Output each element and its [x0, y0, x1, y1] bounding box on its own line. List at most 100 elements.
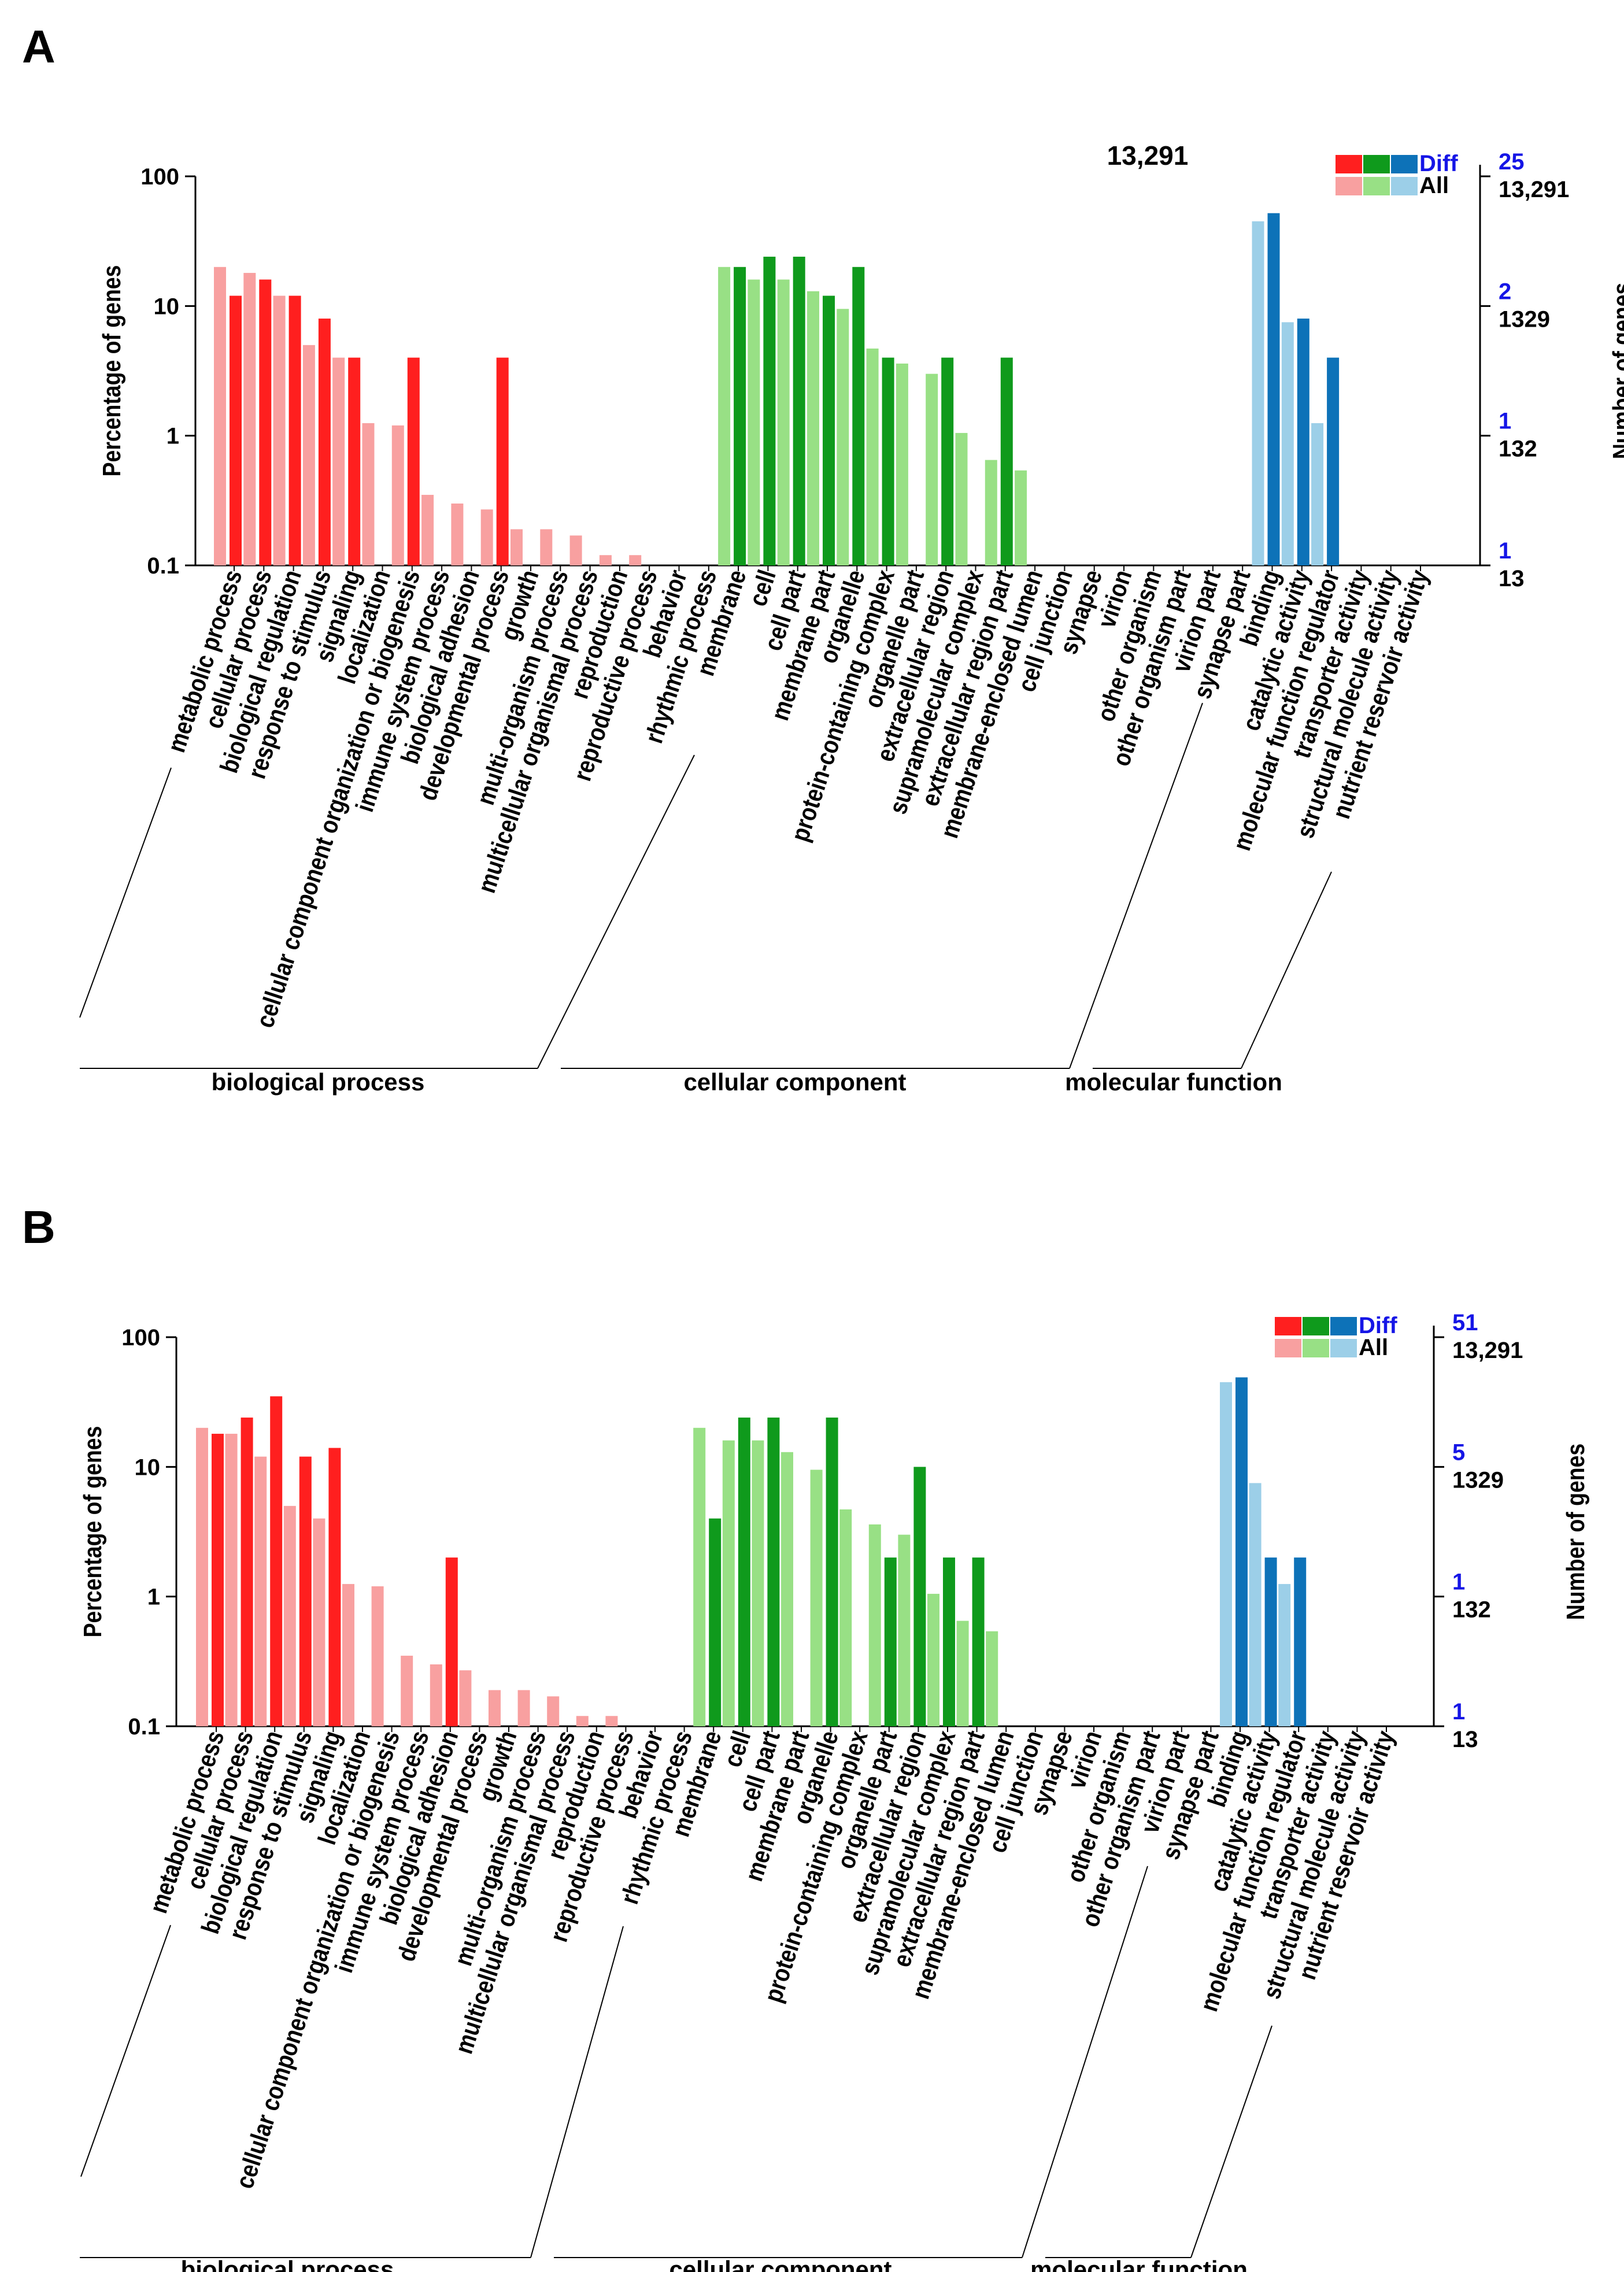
- bar-all: [1220, 1382, 1232, 1726]
- bar-all: [1249, 1483, 1262, 1726]
- legend-swatch-all: [1336, 177, 1362, 195]
- group-label: biological process: [181, 2256, 394, 2272]
- bar-all: [576, 1716, 589, 1726]
- bar-all: [927, 1593, 939, 1726]
- right-tick-all-label: 132: [1499, 436, 1537, 462]
- right-tick-all-label: 13,291: [1499, 177, 1569, 202]
- legend-swatch-all: [1330, 1339, 1357, 1357]
- group-divider-line: [1069, 702, 1203, 1069]
- group-label: cellular component: [669, 2256, 891, 2272]
- y-tick-label: 0.1: [128, 1714, 160, 1740]
- bar-diff: [407, 357, 420, 565]
- legend-swatch-diff: [1330, 1317, 1357, 1335]
- bar-all: [1015, 470, 1027, 565]
- y-axis-title: Percentage of genes: [78, 1426, 107, 1638]
- bar-all: [302, 345, 315, 565]
- panel-A: A1002513,2911021329111320.1113Percentage…: [22, 21, 1624, 1096]
- right-tick-diff-label: 1: [1452, 1699, 1465, 1725]
- bar-diff: [270, 1396, 283, 1726]
- y-tick-label: 1: [147, 1585, 160, 1610]
- bar-diff: [709, 1518, 722, 1726]
- bar-diff: [348, 357, 361, 565]
- right-tick-diff-label: 5: [1452, 1440, 1465, 1465]
- bar-all: [986, 1631, 998, 1726]
- bar-diff: [943, 1557, 955, 1726]
- bar-all: [1281, 322, 1294, 565]
- bar-diff: [288, 295, 301, 565]
- bar-all: [898, 1534, 911, 1726]
- bar-diff: [793, 257, 805, 565]
- bar-diff: [259, 279, 272, 565]
- bar-all: [273, 295, 286, 565]
- bar-diff: [852, 267, 865, 566]
- group-divider-line: [530, 1926, 624, 2258]
- y-tick-label: 0.1: [147, 553, 179, 579]
- bar-diff: [823, 295, 835, 565]
- bar-all: [342, 1583, 354, 1726]
- bar-all: [777, 279, 790, 565]
- bar-diff: [445, 1557, 458, 1726]
- bar-diff: [738, 1418, 750, 1726]
- bar-all: [489, 1690, 501, 1726]
- right-axis-title: Number of genes: [1561, 1444, 1590, 1620]
- bar-all: [362, 423, 375, 565]
- y-tick-label: 1: [167, 424, 179, 449]
- right-tick-diff-label: 25: [1499, 149, 1525, 175]
- group-divider-line: [79, 767, 172, 1018]
- bar-all: [839, 1509, 852, 1726]
- bar-diff: [882, 357, 894, 565]
- legend-swatch-all: [1303, 1339, 1329, 1357]
- bar-all: [599, 555, 612, 565]
- bar-all: [371, 1586, 384, 1726]
- bar-all: [693, 1427, 706, 1726]
- right-tick-diff-label: 2: [1499, 279, 1511, 304]
- bar-all: [718, 267, 731, 566]
- bar-diff: [328, 1448, 341, 1726]
- legend-swatch-diff: [1391, 155, 1418, 173]
- bar-all: [313, 1518, 325, 1726]
- bar-all: [547, 1696, 560, 1726]
- bar-all: [955, 432, 968, 565]
- bar-all: [430, 1664, 442, 1726]
- group-divider-line: [80, 1925, 171, 2177]
- y-axis-title: Percentage of genes: [97, 265, 126, 477]
- right-tick-all-label: 132: [1452, 1597, 1491, 1623]
- bar-all: [332, 357, 345, 565]
- legend-swatch-diff: [1303, 1317, 1329, 1335]
- bar-diff: [1294, 1557, 1307, 1726]
- bar-all: [196, 1427, 208, 1726]
- bar-diff: [826, 1418, 838, 1726]
- bar-all: [451, 503, 464, 565]
- bar-all: [985, 460, 997, 565]
- legend-swatch-diff: [1336, 155, 1362, 173]
- bar-all: [540, 529, 553, 565]
- bar-diff: [299, 1456, 312, 1726]
- bar-all: [421, 494, 434, 565]
- group-label: biological process: [212, 1068, 425, 1096]
- y-tick-label: 100: [140, 164, 179, 190]
- legend-swatch-all: [1363, 177, 1390, 195]
- bar-diff: [1264, 1557, 1277, 1726]
- bar-all: [401, 1655, 413, 1726]
- bar-diff: [763, 257, 776, 565]
- bar-diff: [941, 357, 954, 565]
- bar-diff: [1235, 1377, 1248, 1726]
- bar-all: [510, 529, 523, 565]
- bar-diff: [230, 295, 242, 565]
- right-tick-diff-label: 1: [1499, 409, 1511, 434]
- bar-all: [722, 1440, 735, 1726]
- bar-diff: [884, 1557, 897, 1726]
- bar-all: [391, 425, 404, 565]
- bar-diff: [913, 1467, 926, 1726]
- bar-diff: [734, 267, 746, 566]
- panel-letter: A: [22, 21, 56, 72]
- right-axis-title: Number of genes: [1607, 283, 1624, 459]
- bar-all: [1278, 1583, 1291, 1726]
- group-label: molecular function: [1065, 1068, 1282, 1096]
- right-tick-diff-label: 1: [1499, 538, 1511, 564]
- legend-label-diff: Diff: [1419, 151, 1458, 176]
- bar-all: [214, 267, 226, 566]
- legend-label-all: All: [1419, 173, 1449, 198]
- bar-all: [1311, 423, 1324, 565]
